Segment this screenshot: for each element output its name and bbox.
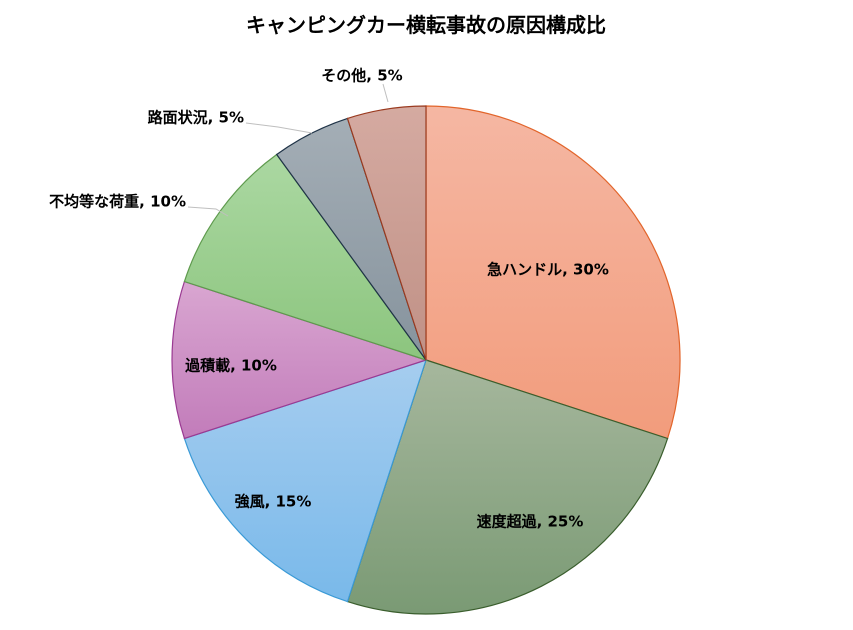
pie-slice: [425, 105, 681, 440]
slice-label: その他, 5%: [321, 67, 402, 85]
pie-slice: [171, 280, 428, 440]
chart-title: キャンピングカー横転事故の原因構成比: [246, 13, 606, 37]
pie-slices: [171, 105, 681, 615]
slice-label: 過積載, 10%: [184, 357, 277, 375]
slice-label: 強風, 15%: [235, 493, 312, 511]
leader-line: [187, 206, 229, 217]
pie-slice: [346, 359, 669, 615]
slice-label: 路面状況, 5%: [148, 109, 244, 127]
leader-line: [382, 83, 389, 103]
pie-slice: [183, 153, 428, 362]
slice-label: 速度超過, 25%: [477, 513, 584, 531]
slice-label: 不均等な荷重, 10%: [49, 193, 186, 211]
leader-lines: [187, 83, 389, 217]
pie-slice: [346, 105, 427, 361]
pie-slice: [183, 359, 427, 603]
slice-label: 急ハンドル, 30%: [487, 261, 609, 279]
leader-line: [245, 122, 313, 134]
slice-labels: 急ハンドル, 30% 速度超過, 25% 強風, 15% 過積載, 10% 不均等な荷重…: [49, 67, 609, 531]
